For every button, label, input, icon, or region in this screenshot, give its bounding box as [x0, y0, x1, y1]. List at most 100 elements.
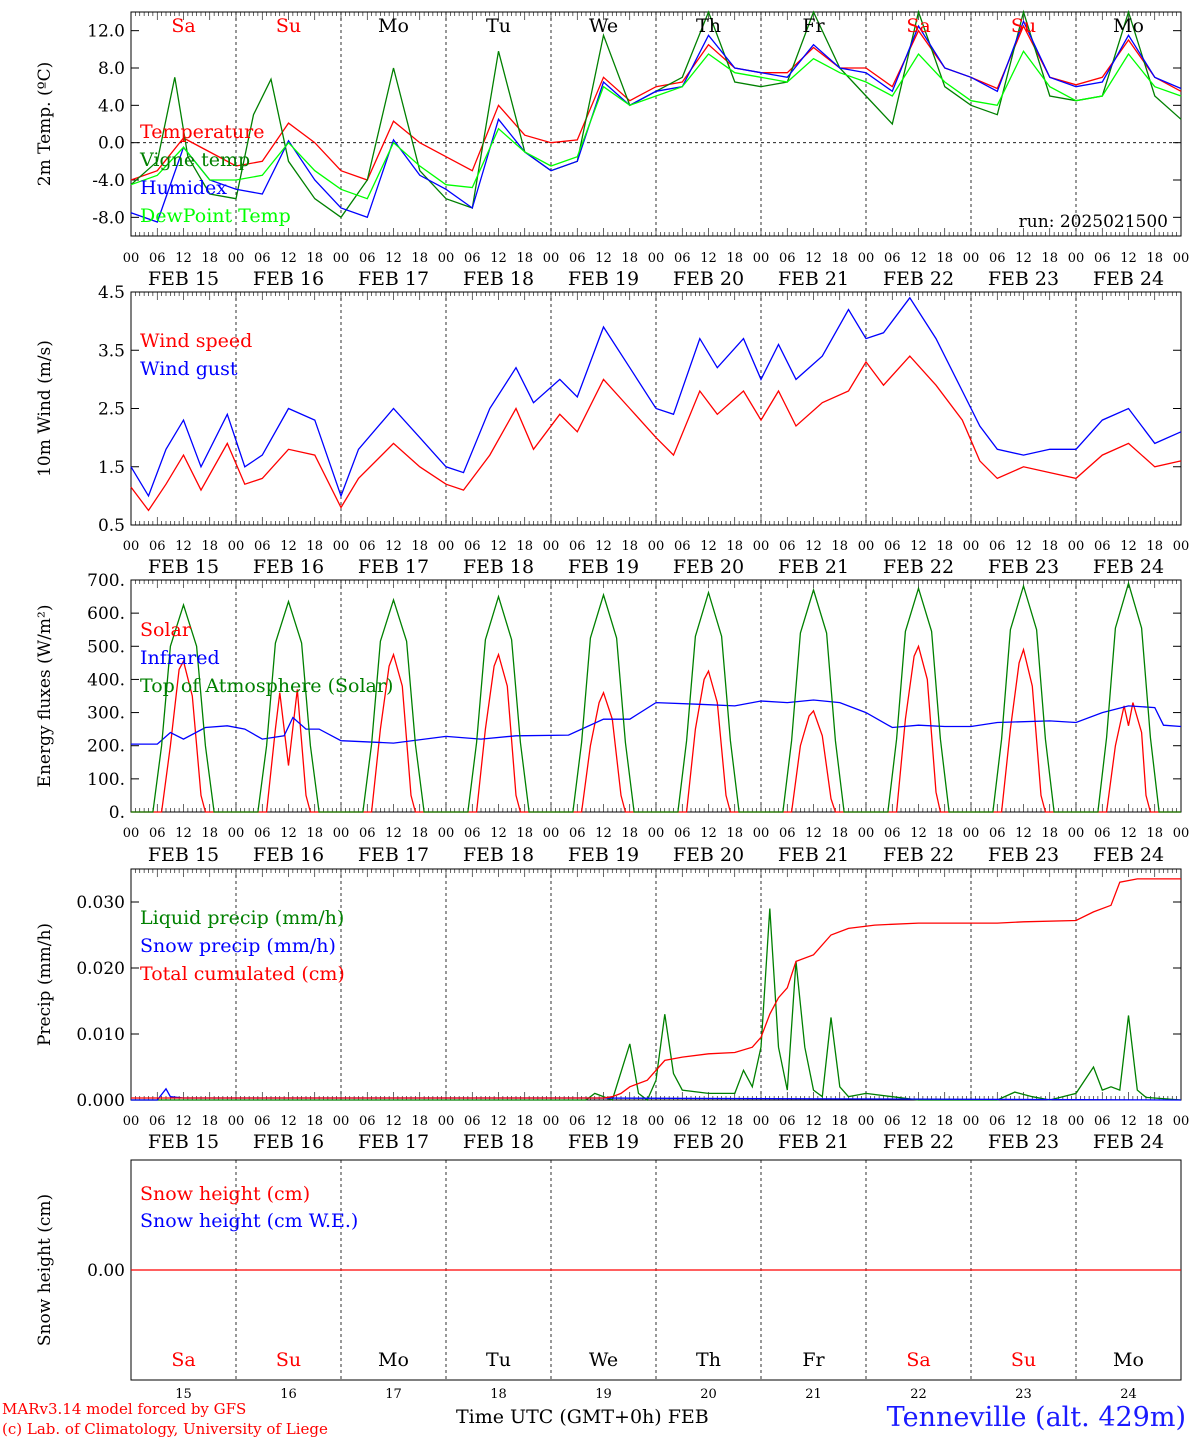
hour-label: 00: [123, 1114, 140, 1129]
lab-credit: (c) Lab. of Climatology, University of L…: [2, 1420, 328, 1438]
date-label: FEB 23: [988, 556, 1059, 578]
date-number: 22: [910, 1387, 927, 1402]
hour-label: 00: [858, 251, 875, 266]
y-tick-label: 8.0: [98, 59, 125, 79]
hour-label: 06: [569, 539, 586, 554]
day-name-bottom: Mo: [378, 1349, 409, 1371]
day-name-bottom: Tu: [486, 1349, 511, 1371]
y-tick-label: 500.: [87, 637, 125, 657]
hour-label: 12: [700, 1114, 717, 1129]
hour-label: 18: [1041, 251, 1058, 266]
hour-label: 06: [1094, 539, 1111, 554]
date-label: FEB 16: [253, 844, 324, 866]
legend-entry: Snow height (cm W.E.): [140, 1210, 358, 1232]
hour-label: 18: [516, 251, 533, 266]
hour-label: 18: [831, 826, 848, 841]
hour-label: 06: [884, 826, 901, 841]
date-label: FEB 24: [1093, 844, 1164, 866]
y-tick-label: 0.020: [76, 959, 125, 979]
hour-label: 00: [1173, 1114, 1190, 1129]
hour-label: 18: [306, 1114, 323, 1129]
y-axis-title: 10m Wind (m/s): [35, 340, 55, 477]
hour-label: 18: [831, 1114, 848, 1129]
hour-label: 12: [280, 1114, 297, 1129]
hour-label: 18: [1146, 251, 1163, 266]
y-axis-title: Precip (mm/h): [35, 923, 55, 1046]
hour-label: 00: [438, 539, 455, 554]
hour-label: 00: [1173, 826, 1190, 841]
day-name: Sa: [171, 15, 195, 37]
legend-entry: DewPoint Temp: [140, 205, 291, 227]
hour-label: 06: [779, 826, 796, 841]
hour-label: 06: [674, 1114, 691, 1129]
hour-label: 06: [359, 251, 376, 266]
hour-label: 00: [1173, 539, 1190, 554]
y-tick-label: 100.: [87, 770, 125, 790]
y-tick-label: 600.: [87, 604, 125, 624]
y-tick-label: 0.5: [98, 516, 125, 536]
hour-label: 12: [805, 251, 822, 266]
hour-label: 06: [464, 826, 481, 841]
hour-label: 06: [884, 1114, 901, 1129]
y-tick-label: -4.0: [92, 171, 125, 191]
date-label: FEB 24: [1093, 1131, 1164, 1153]
hour-label: 12: [490, 826, 507, 841]
day-name-bottom: Sa: [906, 1349, 930, 1371]
hour-label: 06: [1094, 251, 1111, 266]
hour-label: 18: [1041, 539, 1058, 554]
hour-label: 18: [726, 1114, 743, 1129]
hour-label: 18: [621, 251, 638, 266]
hour-label: 12: [805, 539, 822, 554]
time-axis-label: Time UTC (GMT+0h) FEB: [456, 1406, 709, 1428]
hour-label: 00: [333, 539, 350, 554]
hour-label: 18: [411, 251, 428, 266]
hour-label: 12: [385, 251, 402, 266]
date-label: FEB 18: [463, 556, 534, 578]
hour-label: 00: [123, 826, 140, 841]
hour-label: 12: [700, 826, 717, 841]
day-name-bottom: Su: [276, 1349, 301, 1371]
hour-label: 06: [989, 1114, 1006, 1129]
date-label: FEB 21: [778, 556, 849, 578]
date-label: FEB 16: [253, 268, 324, 290]
hour-label: 18: [936, 1114, 953, 1129]
hour-label: 12: [490, 539, 507, 554]
hour-label: 00: [1068, 539, 1085, 554]
hour-label: 00: [543, 1114, 560, 1129]
hour-label: 12: [1015, 1114, 1032, 1129]
panel-1: 12.0 8.0 4.0 0.0 -4.0 -8.0 2m Temp. (ºC) Temper…: [35, 9, 1190, 290]
day-name: Tu: [486, 15, 511, 37]
date-label: FEB 22: [883, 1131, 954, 1153]
station-name: Tenneville (alt. 429m): [886, 1402, 1186, 1433]
hour-label: 00: [1068, 826, 1085, 841]
y-tick-label: 200.: [87, 737, 125, 757]
date-label: FEB 20: [673, 268, 744, 290]
legend-entry: Temperature: [140, 121, 264, 143]
legend-entry: Solar: [140, 619, 192, 641]
hour-label: 06: [674, 826, 691, 841]
hour-label: 00: [1173, 251, 1190, 266]
series-line-infrared: [131, 699, 1182, 745]
day-name: Su: [1011, 15, 1036, 37]
hour-label: 06: [464, 539, 481, 554]
series-line-liquid-precip-mm-h-: [131, 908, 1182, 1102]
hour-label: 00: [228, 1114, 245, 1129]
hour-label: 06: [989, 826, 1006, 841]
hour-label: 00: [228, 826, 245, 841]
hour-label: 06: [674, 251, 691, 266]
date-number: 16: [280, 1387, 297, 1402]
date-label: FEB 24: [1093, 556, 1164, 578]
hour-label: 18: [1146, 1114, 1163, 1129]
date-label: FEB 23: [988, 844, 1059, 866]
date-label: FEB 21: [778, 1131, 849, 1153]
hour-label: 12: [805, 826, 822, 841]
date-label: FEB 15: [148, 556, 219, 578]
hour-label: 12: [490, 1114, 507, 1129]
hour-label: 18: [831, 539, 848, 554]
hour-label: 00: [1068, 251, 1085, 266]
legend-entry: Liquid precip (mm/h): [140, 907, 344, 929]
hour-label: 12: [1120, 826, 1137, 841]
hour-label: 12: [175, 1114, 192, 1129]
hour-label: 00: [123, 251, 140, 266]
